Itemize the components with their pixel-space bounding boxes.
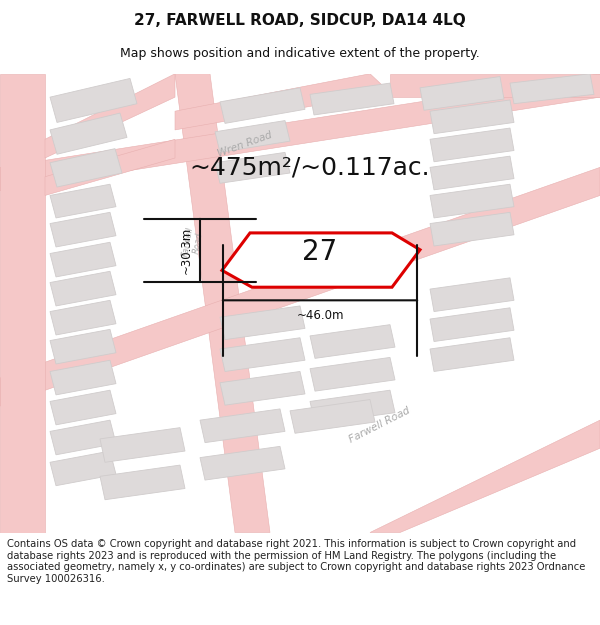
Polygon shape bbox=[0, 74, 45, 532]
Polygon shape bbox=[220, 88, 305, 123]
Polygon shape bbox=[370, 420, 600, 532]
Polygon shape bbox=[215, 121, 290, 152]
Polygon shape bbox=[220, 338, 305, 371]
Polygon shape bbox=[310, 324, 395, 358]
Polygon shape bbox=[310, 83, 394, 115]
Polygon shape bbox=[100, 428, 185, 462]
Polygon shape bbox=[50, 390, 116, 425]
Text: ~475m²/~0.117ac.: ~475m²/~0.117ac. bbox=[190, 156, 430, 179]
Polygon shape bbox=[50, 451, 116, 486]
Text: Map shows position and indicative extent of the property.: Map shows position and indicative extent… bbox=[120, 47, 480, 59]
Polygon shape bbox=[430, 184, 514, 218]
Polygon shape bbox=[50, 360, 116, 395]
Polygon shape bbox=[430, 338, 514, 371]
Polygon shape bbox=[100, 465, 185, 500]
Polygon shape bbox=[50, 184, 116, 218]
Text: Contains OS data © Crown copyright and database right 2021. This information is : Contains OS data © Crown copyright and d… bbox=[7, 539, 586, 584]
Polygon shape bbox=[420, 76, 504, 110]
Text: ~30.3m: ~30.3m bbox=[179, 227, 193, 274]
Polygon shape bbox=[175, 74, 270, 532]
Polygon shape bbox=[215, 152, 290, 183]
Text: Wren Road: Wren Road bbox=[217, 129, 274, 159]
Polygon shape bbox=[200, 446, 285, 480]
Polygon shape bbox=[45, 74, 175, 158]
Polygon shape bbox=[430, 278, 514, 311]
Polygon shape bbox=[0, 74, 600, 191]
Polygon shape bbox=[310, 390, 395, 424]
Polygon shape bbox=[220, 306, 305, 339]
Text: 27: 27 bbox=[302, 238, 338, 266]
Polygon shape bbox=[50, 113, 127, 154]
Polygon shape bbox=[50, 213, 116, 247]
Polygon shape bbox=[390, 74, 600, 97]
Polygon shape bbox=[220, 371, 305, 405]
Text: 27, FARWELL ROAD, SIDCUP, DA14 4LQ: 27, FARWELL ROAD, SIDCUP, DA14 4LQ bbox=[134, 13, 466, 28]
Polygon shape bbox=[50, 301, 116, 335]
Polygon shape bbox=[50, 149, 122, 187]
Polygon shape bbox=[0, 168, 600, 406]
Polygon shape bbox=[50, 271, 116, 306]
Polygon shape bbox=[310, 357, 395, 391]
Polygon shape bbox=[290, 399, 375, 433]
Polygon shape bbox=[50, 78, 137, 122]
Text: ~46.0m: ~46.0m bbox=[296, 309, 344, 322]
Polygon shape bbox=[430, 308, 514, 341]
Polygon shape bbox=[222, 233, 420, 288]
Polygon shape bbox=[50, 329, 116, 364]
Polygon shape bbox=[430, 100, 514, 134]
Text: Farwell
Road: Farwell Road bbox=[181, 226, 205, 259]
Polygon shape bbox=[430, 213, 514, 246]
Polygon shape bbox=[430, 156, 514, 190]
Text: Farwell Road: Farwell Road bbox=[348, 405, 412, 444]
Polygon shape bbox=[510, 74, 594, 104]
Polygon shape bbox=[45, 139, 175, 196]
Polygon shape bbox=[430, 128, 514, 162]
Polygon shape bbox=[175, 74, 390, 130]
Polygon shape bbox=[50, 242, 116, 277]
Polygon shape bbox=[200, 409, 285, 442]
Polygon shape bbox=[50, 420, 116, 455]
